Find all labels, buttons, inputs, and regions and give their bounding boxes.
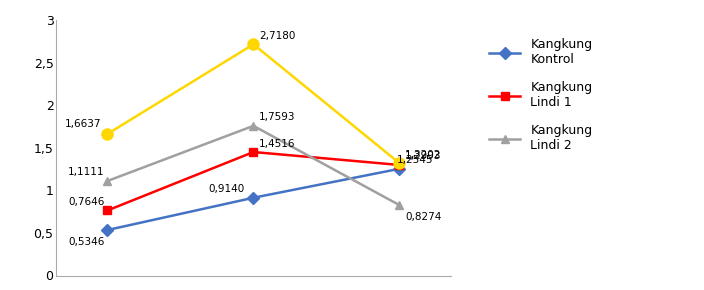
Text: 0,9140: 0,9140 <box>208 184 245 194</box>
Text: 1,2993: 1,2993 <box>406 151 442 162</box>
Text: 0,5346: 0,5346 <box>68 237 104 247</box>
Text: 2,7180: 2,7180 <box>259 31 296 41</box>
Text: 1,1111: 1,1111 <box>68 168 104 177</box>
Text: 1,6637: 1,6637 <box>65 119 101 129</box>
Text: 1,7593: 1,7593 <box>259 112 296 122</box>
Text: 1,2545: 1,2545 <box>396 155 433 165</box>
Legend: Kangkung
Kontrol, Kangkung
Lindi 1, Kangkung
Lindi 2: Kangkung Kontrol, Kangkung Lindi 1, Kang… <box>483 32 598 158</box>
Text: 1,3202: 1,3202 <box>406 150 441 160</box>
Text: 0,8274: 0,8274 <box>406 212 441 222</box>
Text: 0,7646: 0,7646 <box>68 197 104 207</box>
Text: 1,4516: 1,4516 <box>259 139 296 148</box>
